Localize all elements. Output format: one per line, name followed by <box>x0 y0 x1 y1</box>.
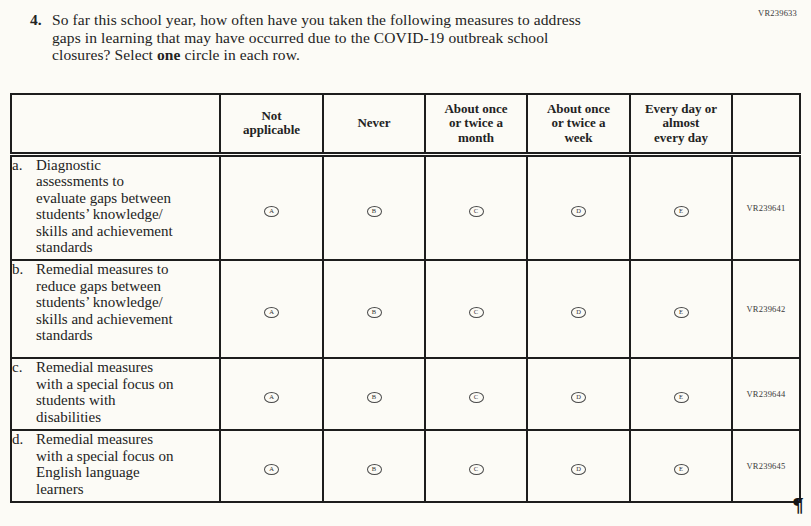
answer-cell: E <box>630 358 732 430</box>
option-circle-b[interactable]: B <box>367 307 382 318</box>
row-code: VR239642 <box>732 260 800 358</box>
answer-cell: C <box>425 358 527 430</box>
column-header-code <box>732 94 800 154</box>
row-label-text: Remedial measures with a special focus o… <box>36 359 219 425</box>
option-circle-e[interactable]: E <box>674 307 689 318</box>
column-header-not-applicable: Not applicable <box>220 94 323 154</box>
answer-cell: D <box>527 358 630 430</box>
option-circle-e[interactable]: E <box>674 464 689 475</box>
answer-cell: C <box>425 430 527 502</box>
answer-cell: E <box>630 154 732 260</box>
row-letter: a. <box>12 157 36 256</box>
form-code: VR239633 <box>758 8 797 18</box>
column-header-every-day: Every day or almost every day <box>630 94 732 154</box>
option-circle-b[interactable]: B <box>367 464 382 475</box>
option-circle-b[interactable]: B <box>367 206 382 217</box>
option-circle-e[interactable]: E <box>674 206 689 217</box>
answer-cell: C <box>425 260 527 358</box>
answer-cell: D <box>527 260 630 358</box>
option-circle-c[interactable]: C <box>469 206 484 217</box>
question-number: 4. <box>30 11 52 64</box>
answer-cell: A <box>220 358 323 430</box>
option-circle-e[interactable]: E <box>674 392 689 403</box>
option-circle-d[interactable]: D <box>571 307 586 318</box>
frequency-matrix-table: Not applicable Never About once or twice… <box>10 93 801 503</box>
column-header-never: Never <box>323 94 425 154</box>
header-row: Not applicable Never About once or twice… <box>11 94 800 154</box>
option-circle-a[interactable]: A <box>264 392 279 403</box>
table-row-a: a. Diagnostic assessments to evaluate ga… <box>11 154 800 260</box>
answer-cell: C <box>425 154 527 260</box>
row-letter: b. <box>12 261 36 344</box>
row-letter: d. <box>12 431 36 497</box>
answer-cell: A <box>220 260 323 358</box>
column-header-blank <box>11 94 220 154</box>
option-circle-c[interactable]: C <box>469 307 484 318</box>
answer-cell: B <box>323 358 425 430</box>
answer-cell: A <box>220 154 323 260</box>
question-text-bold: one <box>157 46 181 63</box>
answer-cell: B <box>323 154 425 260</box>
answer-cell: D <box>527 154 630 260</box>
row-label-text: Remedial measures to reduce gaps between… <box>36 261 219 344</box>
table-row-b: b. Remedial measures to reduce gaps betw… <box>11 260 800 358</box>
row-label-cell: d. Remedial measures with a special focu… <box>11 430 220 502</box>
survey-page: VR239633 4. So far this school year, how… <box>0 0 811 526</box>
row-label-text: Diagnostic assessments to evaluate gaps … <box>36 157 219 256</box>
row-code: VR239644 <box>732 358 800 430</box>
option-circle-a[interactable]: A <box>264 206 279 217</box>
option-circle-a[interactable]: A <box>264 464 279 475</box>
option-circle-b[interactable]: B <box>367 392 382 403</box>
row-label-cell: c. Remedial measures with a special focu… <box>11 358 220 430</box>
table-row-d: d. Remedial measures with a special focu… <box>11 430 800 502</box>
answer-cell: A <box>220 430 323 502</box>
answer-cell: D <box>527 430 630 502</box>
answer-cell: E <box>630 260 732 358</box>
row-code: VR239645 <box>732 430 800 502</box>
row-code: VR239641 <box>732 154 800 260</box>
option-circle-d[interactable]: D <box>571 392 586 403</box>
answer-cell: B <box>323 430 425 502</box>
column-header-once-twice-week: About once or twice a week <box>527 94 630 154</box>
row-label-cell: b. Remedial measures to reduce gaps betw… <box>11 260 220 358</box>
option-circle-d[interactable]: D <box>571 464 586 475</box>
answer-cell: B <box>323 260 425 358</box>
row-label-text: Remedial measures with a special focus o… <box>36 431 219 497</box>
column-header-once-twice-month: About once or twice a month <box>425 94 527 154</box>
question-text: So far this school year, how often have … <box>52 11 581 64</box>
row-label-cell: a. Diagnostic assessments to evaluate ga… <box>11 154 220 260</box>
option-circle-c[interactable]: C <box>469 392 484 403</box>
row-letter: c. <box>12 359 36 425</box>
question-text-main: So far this school year, how often have … <box>52 11 581 63</box>
question-block: 4. So far this school year, how often ha… <box>30 11 690 64</box>
question-text-end: circle in each row. <box>181 46 300 63</box>
option-circle-a[interactable]: A <box>264 307 279 318</box>
table-row-c: c. Remedial measures with a special focu… <box>11 358 800 430</box>
pilcrow-mark: ¶ <box>792 494 804 516</box>
answer-cell: E <box>630 430 732 502</box>
option-circle-d[interactable]: D <box>571 206 586 217</box>
option-circle-c[interactable]: C <box>469 464 484 475</box>
